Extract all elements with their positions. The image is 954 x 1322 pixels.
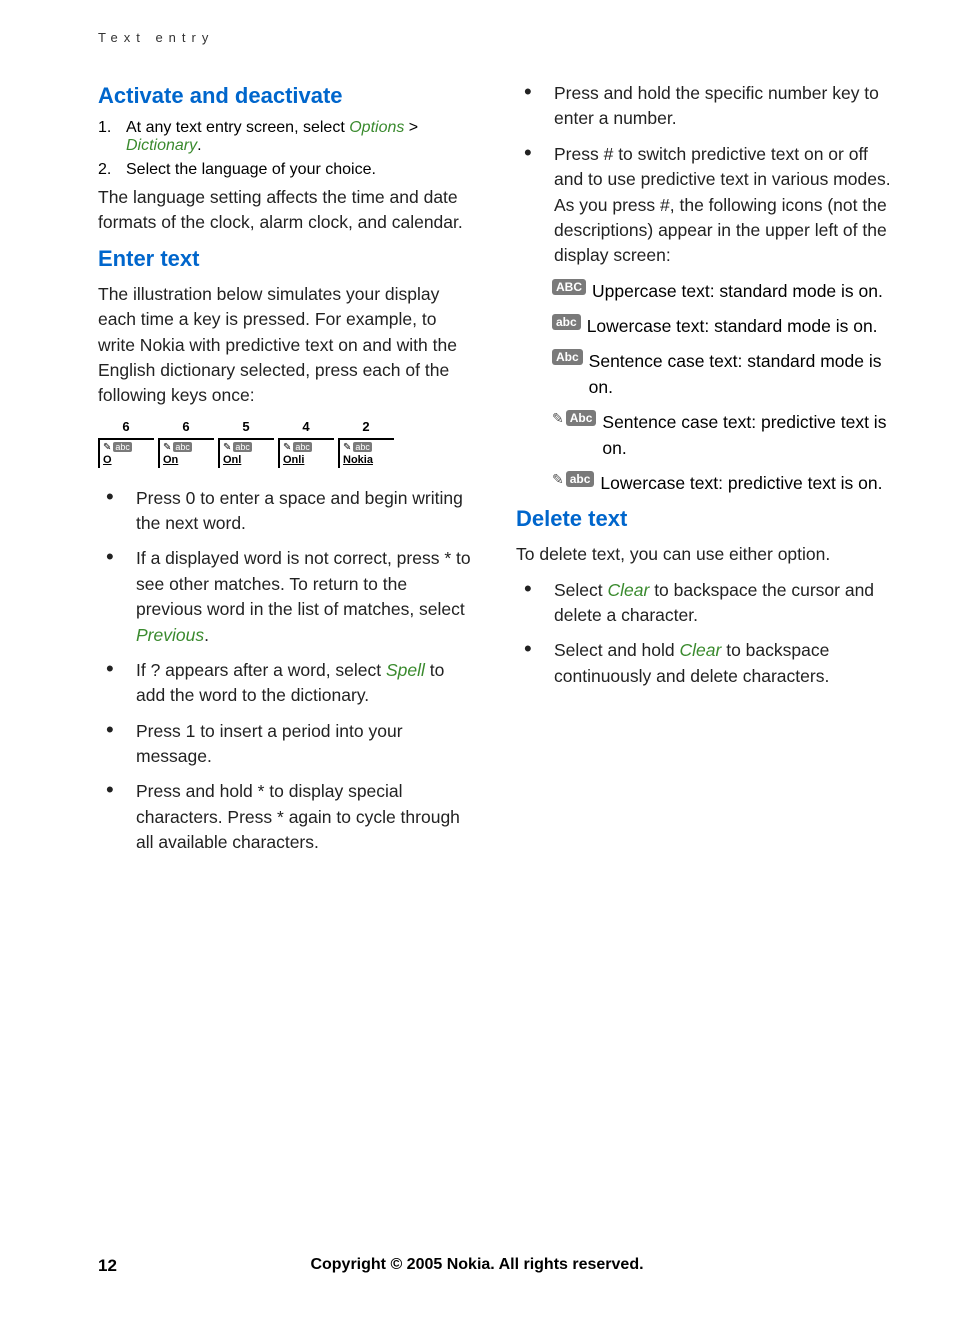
heading-delete-text: Delete text xyxy=(516,506,894,532)
icon-description: Lowercase text: standard mode is on. xyxy=(587,314,878,339)
paragraph: To delete text, you can use either optio… xyxy=(516,542,894,567)
icon-row: ✎Abc Sentence case text: predictive text … xyxy=(516,410,894,461)
key-box: ✎abc Onl xyxy=(218,438,274,468)
pencil-icon: ✎ xyxy=(343,442,351,453)
icon-description: Lowercase text: predictive text is on. xyxy=(600,471,882,496)
step-1: 1. At any text entry screen, select Opti… xyxy=(98,119,476,155)
pencil-icon: ✎ xyxy=(283,442,291,453)
text-mode-icon: abc xyxy=(566,471,595,487)
key-number: 2 xyxy=(338,419,394,434)
paragraph: The illustration below simulates your di… xyxy=(98,282,476,409)
bullet-list: Select Clear to backspace the cursor and… xyxy=(516,578,894,690)
step-number: 2. xyxy=(98,161,126,179)
key-word: Nokia xyxy=(343,454,391,466)
text-mode-icon: Abc xyxy=(552,349,583,365)
step-number: 1. xyxy=(98,119,126,155)
abc-icon: abc xyxy=(293,442,312,452)
bullet-list: Press and hold the specific number key t… xyxy=(516,81,894,269)
list-item: Press and hold the specific number key t… xyxy=(516,81,894,132)
icon-description: Sentence case text: standard mode is on. xyxy=(589,349,894,400)
pencil-icon: ✎ xyxy=(223,442,231,453)
text: Select xyxy=(554,580,608,600)
key-number: 6 xyxy=(158,419,214,434)
icon-description: Uppercase text: standard mode is on. xyxy=(592,279,883,304)
text: . xyxy=(204,625,209,645)
key-box: ✎abc Onli xyxy=(278,438,334,468)
previous-link: Previous xyxy=(136,625,204,645)
list-item: Press 1 to insert a period into your mes… xyxy=(98,719,476,770)
page-header: Text entry xyxy=(98,30,894,45)
abc-icon: abc xyxy=(233,442,252,452)
key-box: ✎abc Nokia xyxy=(338,438,394,468)
bullet-list: Press 0 to enter a space and begin writi… xyxy=(98,486,476,856)
paragraph: The language setting affects the time an… xyxy=(98,185,476,236)
abc-icon: abc xyxy=(113,442,132,452)
text: If ? appears after a word, select xyxy=(136,660,386,680)
spell-link: Spell xyxy=(386,660,425,680)
key-number: 5 xyxy=(218,419,274,434)
list-item: If a displayed word is not correct, pres… xyxy=(98,546,476,648)
icon-row: Abc Sentence case text: standard mode is … xyxy=(516,349,894,400)
list-item: Press 0 to enter a space and begin writi… xyxy=(98,486,476,537)
clear-link: Clear xyxy=(680,640,722,660)
pencil-icon: ✎ xyxy=(103,442,111,453)
key-word: O xyxy=(103,454,151,466)
icon-row: ABC Uppercase text: standard mode is on. xyxy=(516,279,894,304)
key-box: ✎abc O xyxy=(98,438,154,468)
key-illustration: 6✎abcO6✎abcOn5✎abcOnl4✎abcOnli2✎abcNokia xyxy=(98,419,476,468)
step-text: At any text entry screen, select Options… xyxy=(126,119,476,155)
key-slot: 5 ✎abc Onl xyxy=(218,419,274,468)
abc-icon: abc xyxy=(353,442,372,452)
icon-list: ABC Uppercase text: standard mode is on. a… xyxy=(516,279,894,497)
dictionary-link: Dictionary xyxy=(126,137,197,154)
list-item: Press and hold * to display special char… xyxy=(98,779,476,855)
list-item: Select and hold Clear to backspace conti… xyxy=(516,638,894,689)
text: Select and hold xyxy=(554,640,680,660)
abc-icon: abc xyxy=(173,442,192,452)
key-word: Onl xyxy=(223,454,271,466)
text: > xyxy=(404,119,418,136)
key-word: Onli xyxy=(283,454,331,466)
page-footer: 12 Copyright © 2005 Nokia. All rights re… xyxy=(0,1256,954,1274)
icon-description: Sentence case text: predictive text is o… xyxy=(602,410,894,461)
text-mode-icon: Abc xyxy=(566,410,597,426)
clear-link: Clear xyxy=(608,580,650,600)
list-item: Select Clear to backspace the cursor and… xyxy=(516,578,894,629)
step-2: 2. Select the language of your choice. xyxy=(98,161,476,179)
page-number: 12 xyxy=(98,1256,117,1276)
heading-activate: Activate and deactivate xyxy=(98,83,476,109)
text-mode-icon: ABC xyxy=(552,279,586,295)
text: . xyxy=(197,137,201,154)
pencil-icon: ✎ xyxy=(163,442,171,453)
heading-enter-text: Enter text xyxy=(98,246,476,272)
key-slot: 6 ✎abc On xyxy=(158,419,214,468)
key-slot: 6 ✎abc O xyxy=(98,419,154,468)
list-item: If ? appears after a word, select Spell … xyxy=(98,658,476,709)
left-column: Activate and deactivate 1. At any text e… xyxy=(98,75,476,866)
options-link: Options xyxy=(349,119,404,136)
key-slot: 2 ✎abc Nokia xyxy=(338,419,394,468)
right-column: Press and hold the specific number key t… xyxy=(516,75,894,866)
icon-row: ✎abc Lowercase text: predictive text is o… xyxy=(516,471,894,496)
list-item: Press # to switch predictive text on or … xyxy=(516,142,894,269)
key-box: ✎abc On xyxy=(158,438,214,468)
text: At any text entry screen, select xyxy=(126,119,349,136)
copyright: Copyright © 2005 Nokia. All rights reser… xyxy=(310,1256,643,1273)
text-mode-icon: abc xyxy=(552,314,581,330)
key-number: 6 xyxy=(98,419,154,434)
icon-row: abc Lowercase text: standard mode is on. xyxy=(516,314,894,339)
text: If a displayed word is not correct, pres… xyxy=(136,548,471,619)
pencil-icon: ✎ xyxy=(552,410,564,427)
content-columns: Activate and deactivate 1. At any text e… xyxy=(98,75,894,866)
key-number: 4 xyxy=(278,419,334,434)
pencil-icon: ✎ xyxy=(552,471,564,488)
key-word: On xyxy=(163,454,211,466)
key-slot: 4 ✎abc Onli xyxy=(278,419,334,468)
step-text: Select the language of your choice. xyxy=(126,161,376,179)
